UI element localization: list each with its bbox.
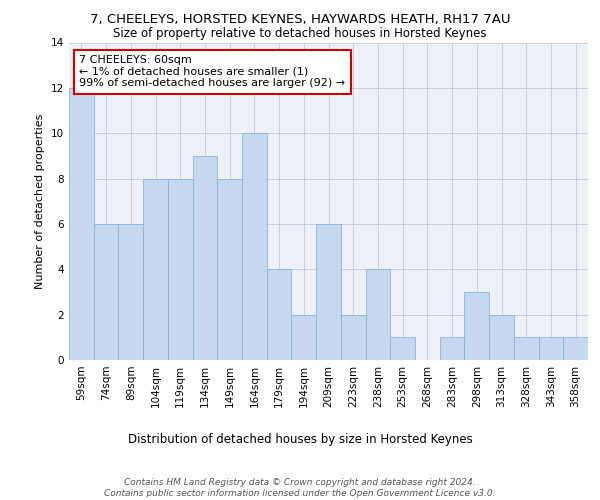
Text: Distribution of detached houses by size in Horsted Keynes: Distribution of detached houses by size …: [128, 432, 472, 446]
Bar: [514, 338, 539, 360]
Bar: [464, 292, 489, 360]
Bar: [193, 156, 217, 360]
Bar: [118, 224, 143, 360]
Y-axis label: Number of detached properties: Number of detached properties: [35, 114, 46, 289]
Bar: [341, 314, 365, 360]
Bar: [292, 314, 316, 360]
Text: 7, CHEELEYS, HORSTED KEYNES, HAYWARDS HEATH, RH17 7AU: 7, CHEELEYS, HORSTED KEYNES, HAYWARDS HE…: [90, 12, 510, 26]
Bar: [94, 224, 118, 360]
Bar: [440, 338, 464, 360]
Text: 7 CHEELEYS: 60sqm
← 1% of detached houses are smaller (1)
99% of semi-detached h: 7 CHEELEYS: 60sqm ← 1% of detached house…: [79, 55, 346, 88]
Bar: [143, 178, 168, 360]
Bar: [390, 338, 415, 360]
Bar: [539, 338, 563, 360]
Text: Contains HM Land Registry data © Crown copyright and database right 2024.
Contai: Contains HM Land Registry data © Crown c…: [104, 478, 496, 498]
Bar: [563, 338, 588, 360]
Bar: [242, 133, 267, 360]
Bar: [489, 314, 514, 360]
Bar: [217, 178, 242, 360]
Bar: [316, 224, 341, 360]
Bar: [267, 270, 292, 360]
Bar: [69, 88, 94, 360]
Bar: [168, 178, 193, 360]
Bar: [365, 270, 390, 360]
Text: Size of property relative to detached houses in Horsted Keynes: Size of property relative to detached ho…: [113, 28, 487, 40]
